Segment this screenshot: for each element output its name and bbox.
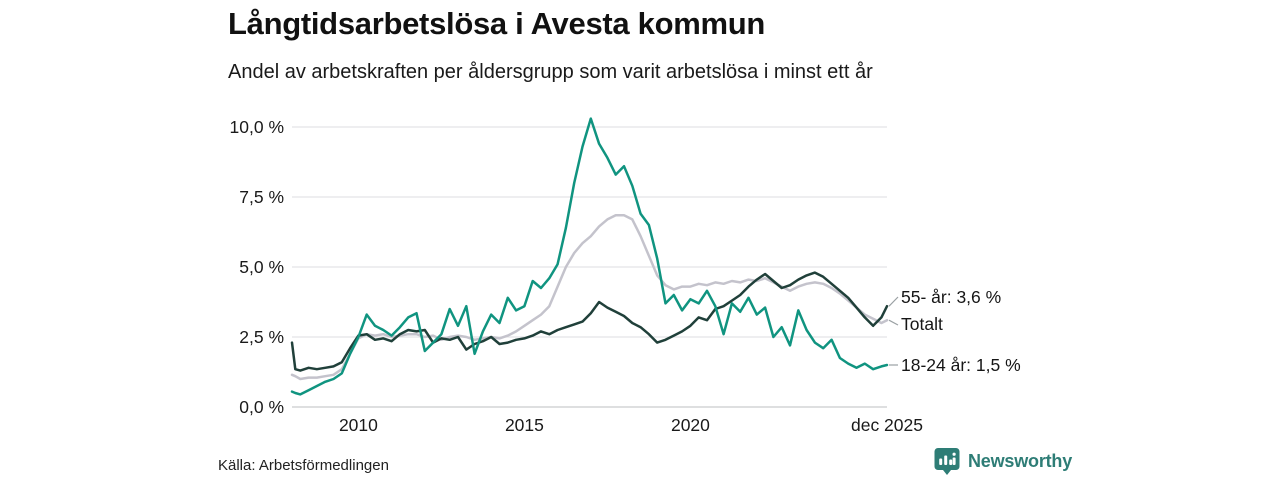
x-tick-label: 2015 [505, 415, 544, 435]
series-line-totalt [290, 213, 889, 381]
chart-title: Långtidsarbetslösa i Avesta kommun [228, 6, 766, 41]
source-note: Källa: Arbetsförmedlingen [218, 457, 389, 474]
y-tick-label: 10,0 % [230, 117, 284, 137]
series-end-label-55: 55- år: 3,6 % [901, 287, 1002, 307]
newsworthy-logo-text: Newsworthy [968, 450, 1073, 471]
series-end-label-18-24: 18-24 år: 1,5 % [901, 355, 1021, 375]
x-tick-label: dec 2025 [851, 415, 923, 435]
newsworthy-logo: Newsworthy [934, 447, 1072, 475]
end-label-connector [888, 296, 899, 307]
x-tick-label: 2020 [671, 415, 710, 435]
series-line-55-r [290, 271, 889, 372]
end-label-connector [888, 319, 899, 326]
y-tick-label: 5,0 % [239, 257, 284, 277]
chart-subtitle: Andel av arbetskraften per åldersgrupp s… [228, 61, 873, 83]
x-tick-label: 2010 [339, 415, 378, 435]
y-tick-label: 2,5 % [239, 327, 284, 347]
series-end-label-totalt: Totalt [901, 314, 943, 334]
y-tick-label: 7,5 % [239, 187, 284, 207]
series-line-18-24r [290, 117, 889, 396]
newsworthy-logo-icon [934, 448, 960, 475]
y-tick-label: 0,0 % [239, 397, 284, 417]
